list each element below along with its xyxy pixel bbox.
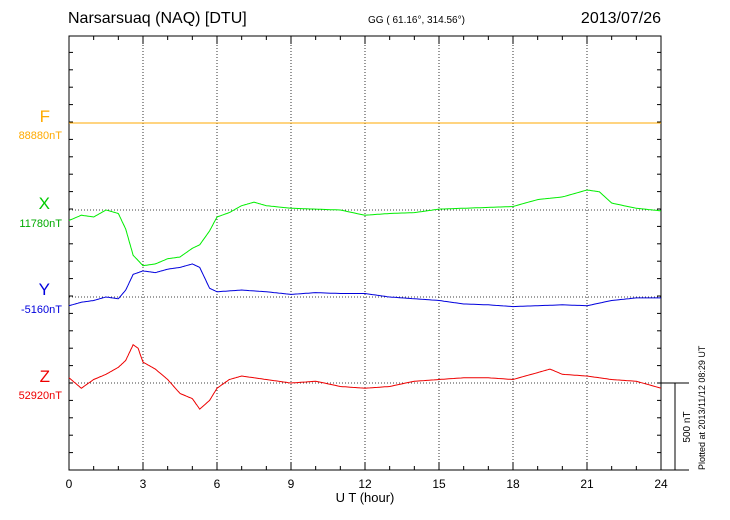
label-X: X <box>38 194 50 213</box>
series-line-Z <box>68 343 662 410</box>
baseline-X: 11780nT <box>19 218 62 230</box>
grid <box>69 36 661 470</box>
axis-ticks <box>68 36 662 470</box>
x-tick-label: 18 <box>506 477 520 491</box>
scale-bar-label: 500 nT <box>682 411 693 442</box>
x-tick-label: 15 <box>432 477 446 491</box>
label-Y: Y <box>38 280 50 299</box>
baseline-Z: 52920nT <box>18 390 62 402</box>
x-tick-label: 24 <box>654 477 668 491</box>
x-tick-label: 0 <box>66 477 73 491</box>
series-line-X <box>68 189 662 267</box>
x-tick-label: 3 <box>140 477 147 491</box>
label-Z: Z <box>39 367 50 386</box>
x-tick-label: 6 <box>214 477 221 491</box>
x-axis-label: U T (hour) <box>336 490 395 505</box>
x-tick-label: 9 <box>288 477 295 491</box>
station-title: Narsarsuaq (NAQ) [DTU] <box>68 10 247 27</box>
series-line-Y <box>68 263 661 308</box>
baseline-F: 88880nT <box>18 130 62 142</box>
baseline-Y: -5160nT <box>21 304 62 316</box>
plot-date: 2013/07/26 <box>580 10 661 27</box>
x-tick-labels: 0 3 6 9 12 15 18 21 24 <box>66 477 668 491</box>
series-lines <box>68 122 662 410</box>
scale-bar: 500 nT <box>661 382 693 471</box>
label-F: F <box>39 107 50 126</box>
station-coordinates: GG ( 61.16°, 314.56°) <box>368 15 465 26</box>
x-tick-label: 12 <box>358 477 372 491</box>
x-tick-label: 21 <box>580 477 594 491</box>
